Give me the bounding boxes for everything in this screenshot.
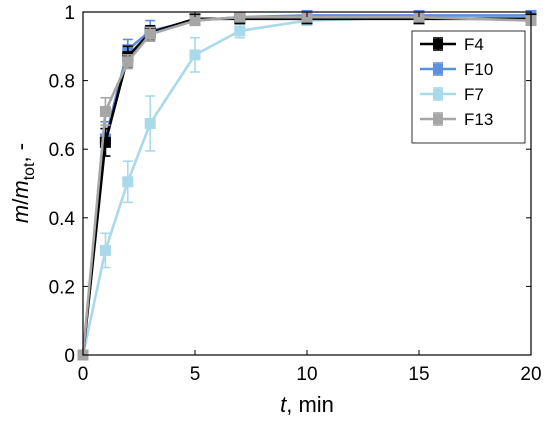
x-tick-label: 20: [520, 364, 541, 385]
x-axis-label: t, min: [280, 392, 334, 417]
y-tick-label: 0.2: [49, 277, 75, 298]
data-point-f13: [189, 15, 201, 27]
y-tick-label: 0.4: [49, 209, 76, 230]
legend-marker-f10: [433, 64, 443, 74]
legend-box: [411, 30, 526, 144]
legend-label-f4: F4: [464, 35, 484, 54]
x-tick-label: 5: [190, 364, 201, 385]
y-tick-label: 0: [64, 346, 75, 367]
data-point-f13: [234, 11, 246, 23]
legend-marker-f13: [433, 114, 443, 124]
data-point-f7: [99, 244, 111, 256]
data-point-f7: [234, 25, 246, 37]
data-point-f13: [99, 105, 111, 117]
legend-label-f7: F7: [464, 85, 484, 104]
data-point-f13: [413, 11, 425, 23]
data-point-f7: [189, 49, 201, 61]
x-tick-label: 0: [78, 364, 89, 385]
data-point-f7: [144, 117, 156, 129]
legend-marker-f4: [433, 39, 443, 49]
data-point-f13: [122, 56, 134, 68]
legend-label-f10: F10: [464, 60, 493, 79]
data-point-f4: [99, 136, 111, 148]
legend-marker-f7: [433, 89, 443, 99]
tick-layer: 0 5 10 15 20 0 0.2 0.4 0.6 0.8 1: [49, 3, 542, 385]
legend-label-f13: F13: [464, 110, 493, 129]
y-axis-label: m/mtot, -: [8, 143, 38, 223]
y-tick-label: 0.8: [49, 72, 75, 93]
data-point-f13: [301, 11, 313, 23]
data-point-f13: [144, 28, 156, 40]
y-tick-label: 0.6: [49, 140, 75, 161]
x-tick-label: 10: [296, 364, 317, 385]
legend: F4 F10 F7 F13: [411, 30, 526, 144]
data-point-f7: [122, 176, 134, 188]
x-tick-label: 15: [408, 364, 429, 385]
y-tick-label: 1: [64, 3, 75, 24]
